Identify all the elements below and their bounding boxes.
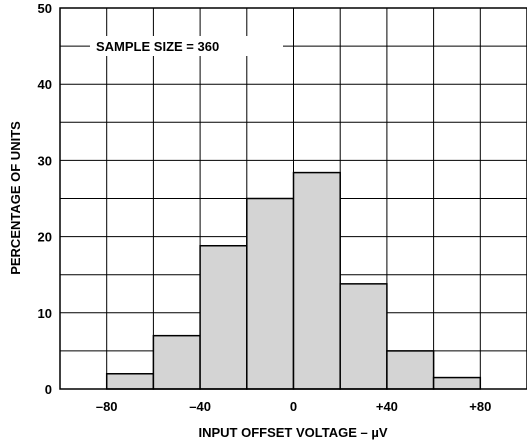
y-tick-label: 30 — [38, 153, 52, 168]
sample-size-annotation: SAMPLE SIZE = 360 — [96, 39, 219, 54]
histogram-bar — [246, 197, 295, 390]
x-tick-label: –80 — [96, 399, 118, 414]
y-tick-labels: 0 10 20 30 40 50 — [38, 1, 52, 397]
histogram-bars — [105, 171, 482, 390]
histogram-bar — [199, 244, 248, 390]
y-tick-label: 10 — [38, 306, 52, 321]
y-tick-label: 40 — [38, 77, 52, 92]
x-tick-label: 0 — [290, 399, 297, 414]
histogram-bar — [292, 171, 341, 390]
x-axis-label: INPUT OFFSET VOLTAGE – µV — [198, 425, 387, 440]
histogram-bar — [339, 283, 388, 390]
x-tick-label: +40 — [376, 399, 398, 414]
histogram-bar — [432, 376, 482, 390]
histogram-bar — [105, 373, 155, 390]
histogram-bar — [152, 334, 201, 390]
y-tick-label: 0 — [45, 382, 52, 397]
x-tick-labels: –80 –40 0 +40 +80 — [96, 399, 491, 414]
annotation-background — [90, 36, 283, 56]
histogram-bar — [386, 350, 435, 390]
y-tick-label: 20 — [38, 230, 52, 245]
y-axis-label: PERCENTAGE OF UNITS — [8, 121, 23, 275]
plot-frame — [59, 7, 527, 390]
x-tick-label: –40 — [189, 399, 211, 414]
y-tick-label: 50 — [38, 1, 52, 16]
x-tick-label: +80 — [469, 399, 491, 414]
